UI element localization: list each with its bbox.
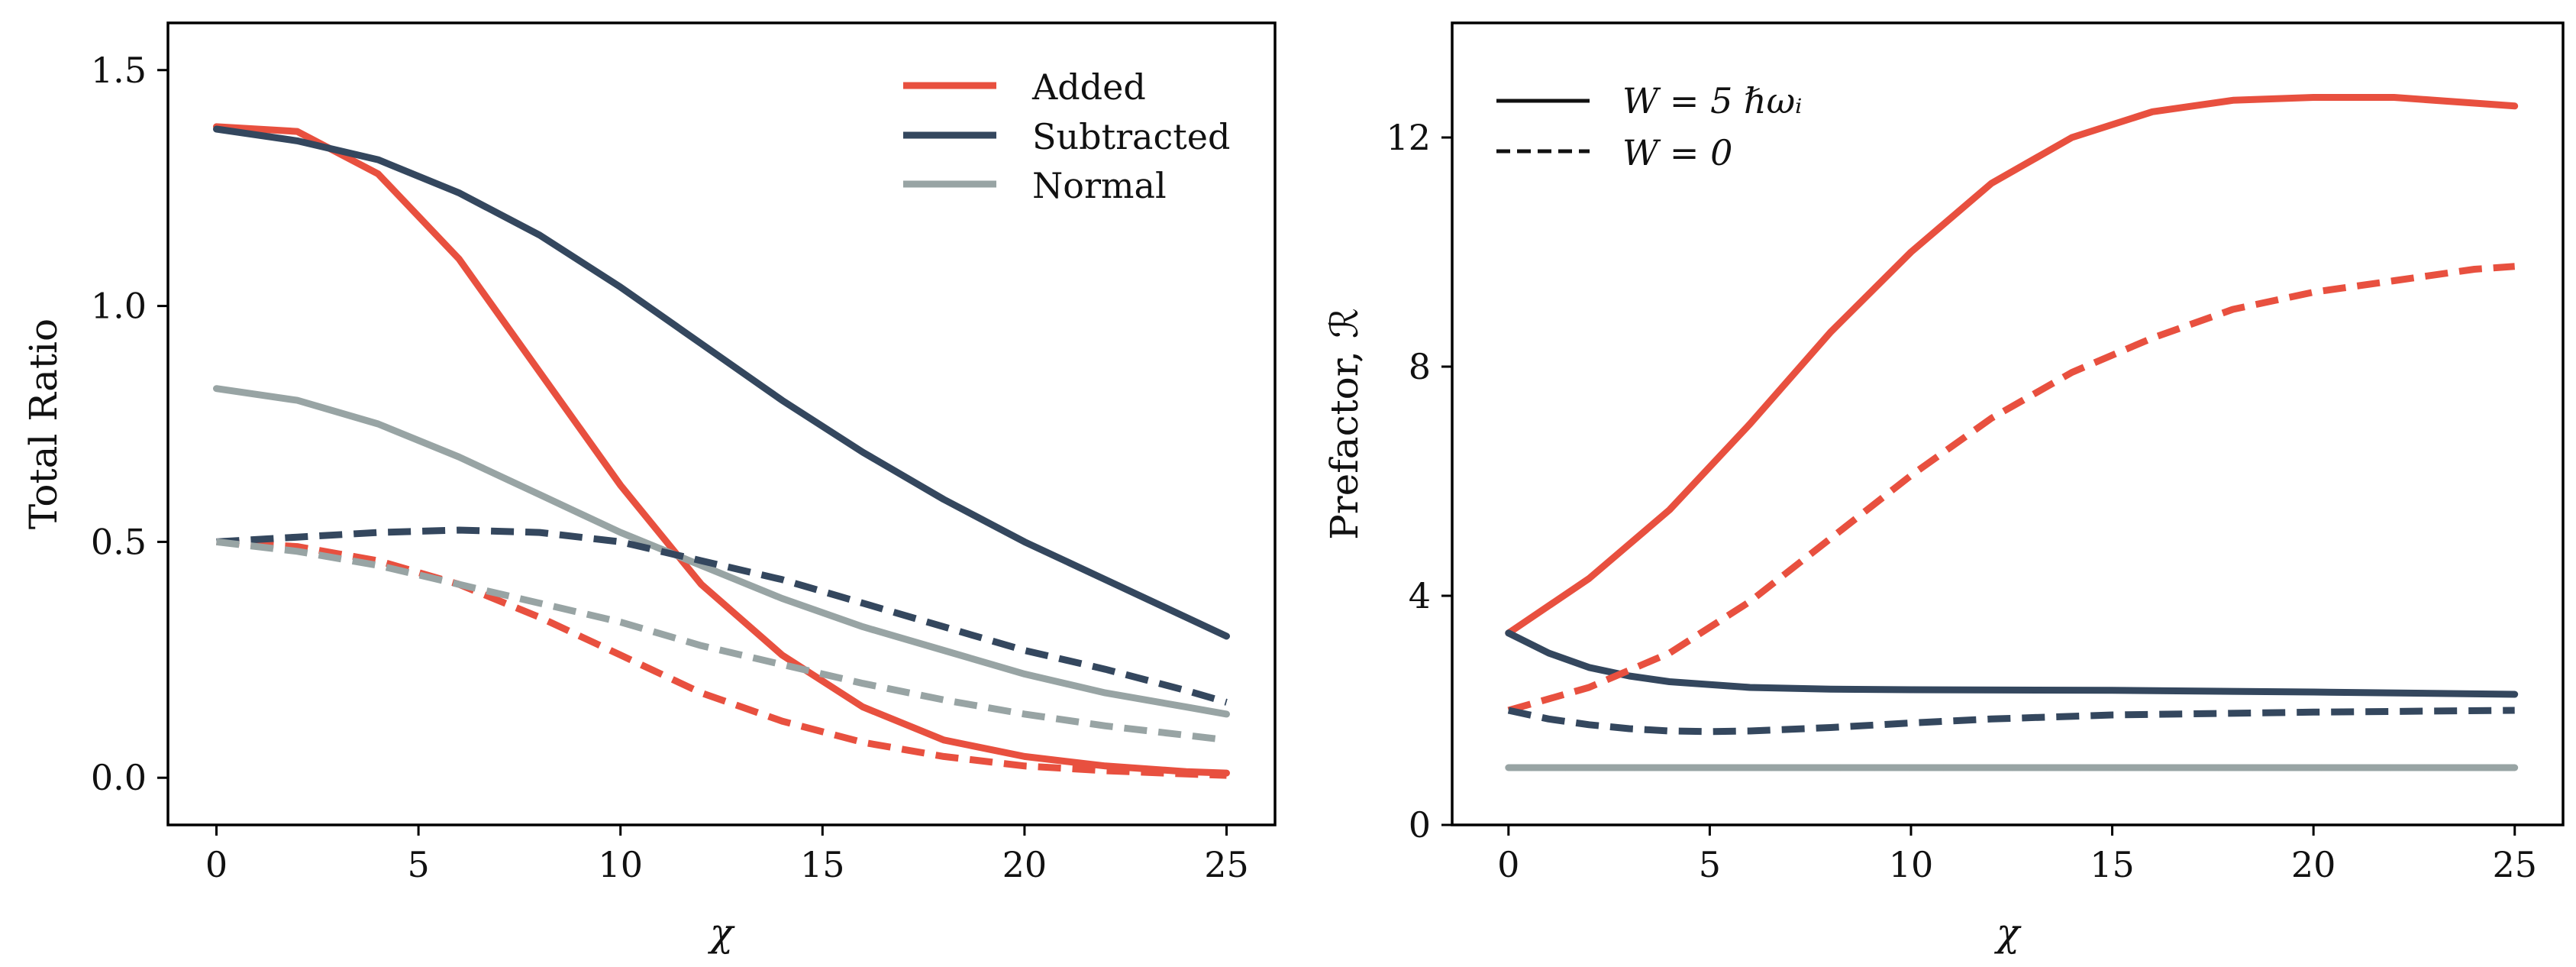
right-x-tick-label: 15 [2090, 844, 2135, 885]
left-subtracted-dashed-line [216, 526, 1228, 706]
left-y-tick-label: 1.0 [91, 286, 147, 327]
left-x-ticks: 0 5 10 15 20 25 [205, 825, 1249, 885]
left-x-tick-label: 20 [1002, 844, 1048, 885]
right-x-tick-label: 10 [1889, 844, 1934, 885]
right-y-tick-label: 8 [1409, 346, 1431, 387]
right-subtracted-solid-line [1505, 629, 2519, 698]
left-added-solid-line [213, 123, 1230, 777]
left-y-tick-label: 0.5 [91, 521, 147, 562]
legend-label-added: Added [1031, 66, 1146, 108]
right-x-axis-label: χ [1994, 910, 2022, 955]
left-x-tick-label: 5 [407, 844, 429, 885]
right-y-tick-label: 12 [1386, 117, 1431, 158]
right-panel: 0 5 10 15 20 25 0 4 8 12 χ Prefactor, ℛ W = 5 ℏω… [1322, 21, 2565, 955]
right-x-tick-label: 5 [1699, 844, 1721, 885]
right-plot-frame [1451, 21, 2565, 826]
right-y-axis-label: Prefactor, ℛ [1322, 308, 1367, 540]
right-y-tick-label: 0 [1409, 804, 1431, 846]
left-x-tick-label: 15 [800, 844, 845, 885]
legend-label-subtracted: Subtracted [1032, 116, 1230, 157]
left-x-tick-label: 0 [205, 844, 228, 885]
left-plot-frame [166, 21, 1277, 826]
left-y-axis-label: Total Ratio [21, 319, 66, 529]
right-y-tick-label: 4 [1409, 575, 1431, 616]
right-added-dashed-line [1507, 263, 2516, 714]
left-legend: Added Subtracted Normal [903, 66, 1230, 206]
right-x-tick-label: 0 [1497, 844, 1519, 885]
left-normal-dashed-line [215, 538, 1228, 744]
left-normal-solid-line [213, 385, 1230, 718]
left-y-tick-label: 0.0 [91, 757, 147, 798]
legend-label-w-5: W = 5 ℏωᵢ [1622, 80, 1802, 121]
right-legend: W = 5 ℏωᵢ W = 0 [1496, 80, 1802, 173]
left-subtracted-solid-line [213, 125, 1230, 640]
right-x-tick-label: 20 [2291, 844, 2336, 885]
left-x-tick-label: 25 [1204, 844, 1249, 885]
legend-label-w-0: W = 0 [1622, 132, 1732, 173]
right-y-ticks: 0 4 8 12 [1386, 117, 1452, 846]
left-y-ticks: 0.0 0.5 1.0 1.5 [91, 50, 168, 798]
left-x-tick-label: 10 [598, 844, 643, 885]
left-x-axis-label: χ [708, 910, 735, 955]
left-added-dashed-line [216, 538, 1227, 779]
left-series-group [213, 123, 1230, 779]
right-x-tick-label: 25 [2492, 844, 2537, 885]
right-added-solid-line [1505, 94, 2519, 637]
right-x-ticks: 0 5 10 15 20 25 [1497, 825, 2537, 885]
right-subtracted-dashed-line [1507, 707, 2515, 736]
left-y-tick-label: 1.5 [91, 50, 147, 91]
right-series-group [1505, 94, 2519, 771]
legend-label-normal: Normal [1032, 165, 1167, 206]
left-panel: 0 5 10 15 20 25 0.0 0.5 1.0 1.5 χ Total Ratio Ad… [21, 21, 1277, 955]
